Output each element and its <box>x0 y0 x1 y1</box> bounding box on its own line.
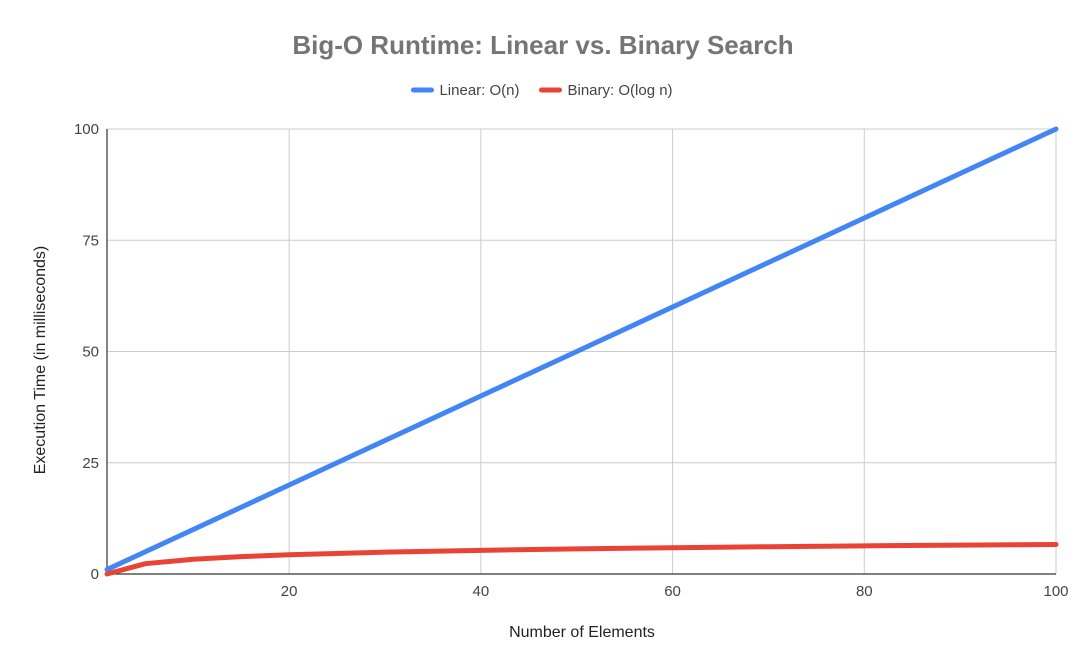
legend: Linear: O(n) Binary: O(log n) <box>410 82 673 99</box>
grid <box>107 128 1057 574</box>
y-axis-ticks: 0 25 50 75 100 <box>74 121 99 583</box>
series-lines <box>104 126 1059 577</box>
x-axis-ticks: 20 40 60 80 100 <box>281 583 1069 600</box>
legend-label: Binary: O(log n) <box>568 82 673 99</box>
chart-title: Big-O Runtime: Linear vs. Binary Search <box>292 30 793 60</box>
x-tick-label: 20 <box>281 583 298 600</box>
x-axis-title: Number of Elements <box>509 624 655 641</box>
x-tick-label: 100 <box>1043 583 1068 600</box>
series-line-binary <box>104 541 1059 577</box>
y-axis-title: Execution Time (in milliseconds) <box>32 246 49 475</box>
y-tick-label: 75 <box>82 232 99 249</box>
y-tick-label: 50 <box>82 344 99 361</box>
y-tick-label: 0 <box>91 566 99 583</box>
x-tick-label: 40 <box>473 583 490 600</box>
y-tick-label: 100 <box>74 121 99 138</box>
legend-label: Linear: O(n) <box>439 82 519 99</box>
x-tick-label: 80 <box>856 583 873 600</box>
y-tick-label: 25 <box>82 455 99 472</box>
x-tick-label: 60 <box>664 583 681 600</box>
series-line-linear <box>104 126 1059 573</box>
axes <box>106 129 1056 575</box>
